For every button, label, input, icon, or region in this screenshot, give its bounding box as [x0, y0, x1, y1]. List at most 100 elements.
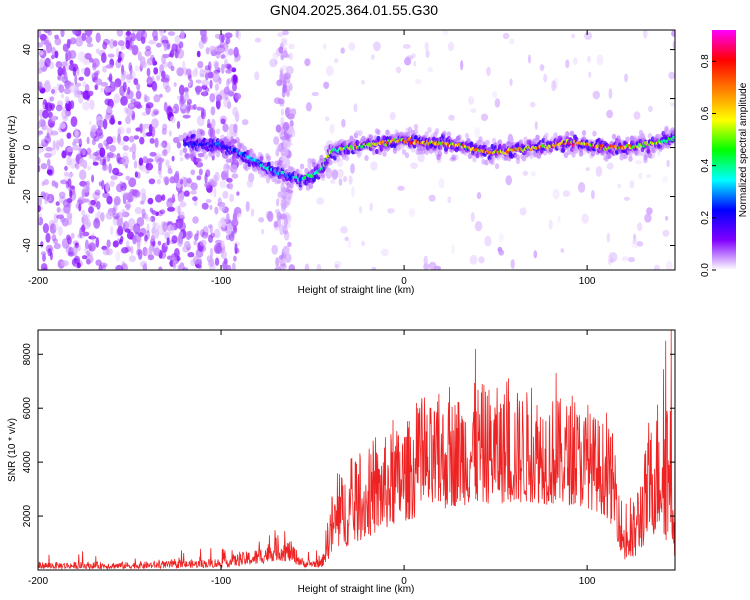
noise-blob: [283, 217, 288, 227]
noise-blob: [221, 220, 227, 228]
noise-blob: [44, 40, 50, 45]
noise-blob: [415, 79, 422, 85]
noise-blob: [158, 251, 167, 260]
noise-blob: [38, 213, 41, 224]
ridge-halo: [457, 134, 462, 141]
y-tick-label: 0: [22, 144, 33, 150]
noise-blob: [85, 254, 94, 264]
noise-blob: [340, 47, 345, 54]
noise-blob: [505, 175, 512, 186]
noise-blob: [276, 211, 282, 220]
x-tick-label: -200: [28, 576, 48, 587]
noise-blob: [86, 95, 90, 102]
noise-blob: [304, 58, 311, 67]
noise-blob: [184, 240, 191, 249]
noise-blob: [92, 61, 97, 71]
noise-blob: [51, 115, 57, 122]
noise-blob: [254, 71, 260, 81]
noise-blob: [176, 48, 185, 59]
noise-blob: [205, 47, 210, 55]
noise-blob: [70, 185, 75, 190]
ridge-halo: [221, 150, 227, 156]
noise-blob: [221, 63, 225, 74]
noise-blob: [278, 255, 284, 260]
noise-blob: [172, 260, 177, 269]
noise-blob: [148, 39, 157, 45]
noise-blob: [72, 245, 78, 257]
noise-blob: [153, 110, 159, 116]
noise-blob: [215, 244, 223, 254]
x-tick-label: -100: [211, 576, 231, 587]
noise-blob: [100, 212, 105, 222]
noise-blob: [236, 30, 242, 40]
spectrogram-x-label: Height of straight line (km): [298, 285, 415, 296]
noise-blob: [347, 239, 352, 249]
noise-blob: [166, 237, 170, 246]
noise-blob: [201, 79, 210, 87]
noise-blob: [56, 214, 64, 219]
noise-blob: [113, 196, 121, 206]
noise-blob: [70, 232, 75, 239]
ridge-halo: [215, 128, 221, 135]
noise-blob: [646, 207, 653, 215]
noise-blob: [113, 93, 120, 104]
noise-blob: [273, 136, 280, 145]
noise-blob: [288, 126, 295, 136]
noise-blob: [151, 210, 157, 216]
noise-blob: [276, 145, 283, 152]
noise-blob: [93, 135, 100, 142]
noise-blob: [631, 238, 639, 249]
noise-blob: [340, 226, 348, 234]
noise-blob: [106, 239, 111, 248]
noise-blob: [204, 181, 211, 189]
noise-blob: [236, 191, 240, 196]
noise-blob: [88, 120, 93, 126]
noise-blob: [42, 109, 49, 119]
noise-blob: [79, 227, 83, 239]
noise-blob: [166, 142, 171, 154]
noise-blob: [46, 158, 51, 167]
noise-blob: [224, 58, 228, 68]
noise-blob: [205, 72, 209, 81]
noise-blob: [179, 178, 184, 185]
noise-blob: [42, 253, 46, 262]
noise-blob: [275, 148, 280, 157]
noise-blob: [210, 106, 216, 116]
noise-blob: [117, 126, 125, 135]
noise-blob: [282, 245, 290, 255]
noise-blob: [45, 146, 53, 152]
noise-blob: [227, 77, 231, 85]
noise-blob: [133, 101, 142, 108]
noise-blob: [144, 234, 148, 242]
noise-blob: [156, 74, 161, 81]
noise-blob: [116, 30, 124, 37]
noise-blob: [225, 37, 231, 45]
noise-blob: [206, 123, 212, 129]
noise-blob: [606, 109, 613, 119]
noise-blob: [96, 201, 101, 210]
noise-blob: [92, 151, 99, 157]
noise-blob: [288, 43, 295, 50]
noise-blob: [44, 152, 52, 158]
noise-blob: [140, 164, 147, 172]
noise-blob: [548, 219, 553, 230]
noise-blob: [38, 81, 43, 90]
noise-blob: [163, 101, 168, 112]
noise-blob: [73, 138, 81, 144]
noise-blob: [647, 105, 653, 113]
noise-blob: [424, 41, 429, 52]
noise-blob: [150, 126, 156, 138]
noise-blob: [107, 53, 115, 58]
snr-panel: -200 -100 0 100 2000 4000 6000 8000 Height of …: [7, 329, 676, 595]
noise-blob: [522, 170, 529, 176]
noise-blob: [203, 68, 212, 74]
noise-blob: [539, 64, 545, 72]
noise-blob: [104, 86, 112, 93]
noise-blob: [222, 123, 229, 133]
noise-blob: [66, 172, 74, 177]
noise-blob: [53, 243, 61, 250]
ridge-halo: [407, 126, 413, 133]
noise-blob: [145, 49, 152, 56]
noise-blob: [248, 172, 255, 183]
